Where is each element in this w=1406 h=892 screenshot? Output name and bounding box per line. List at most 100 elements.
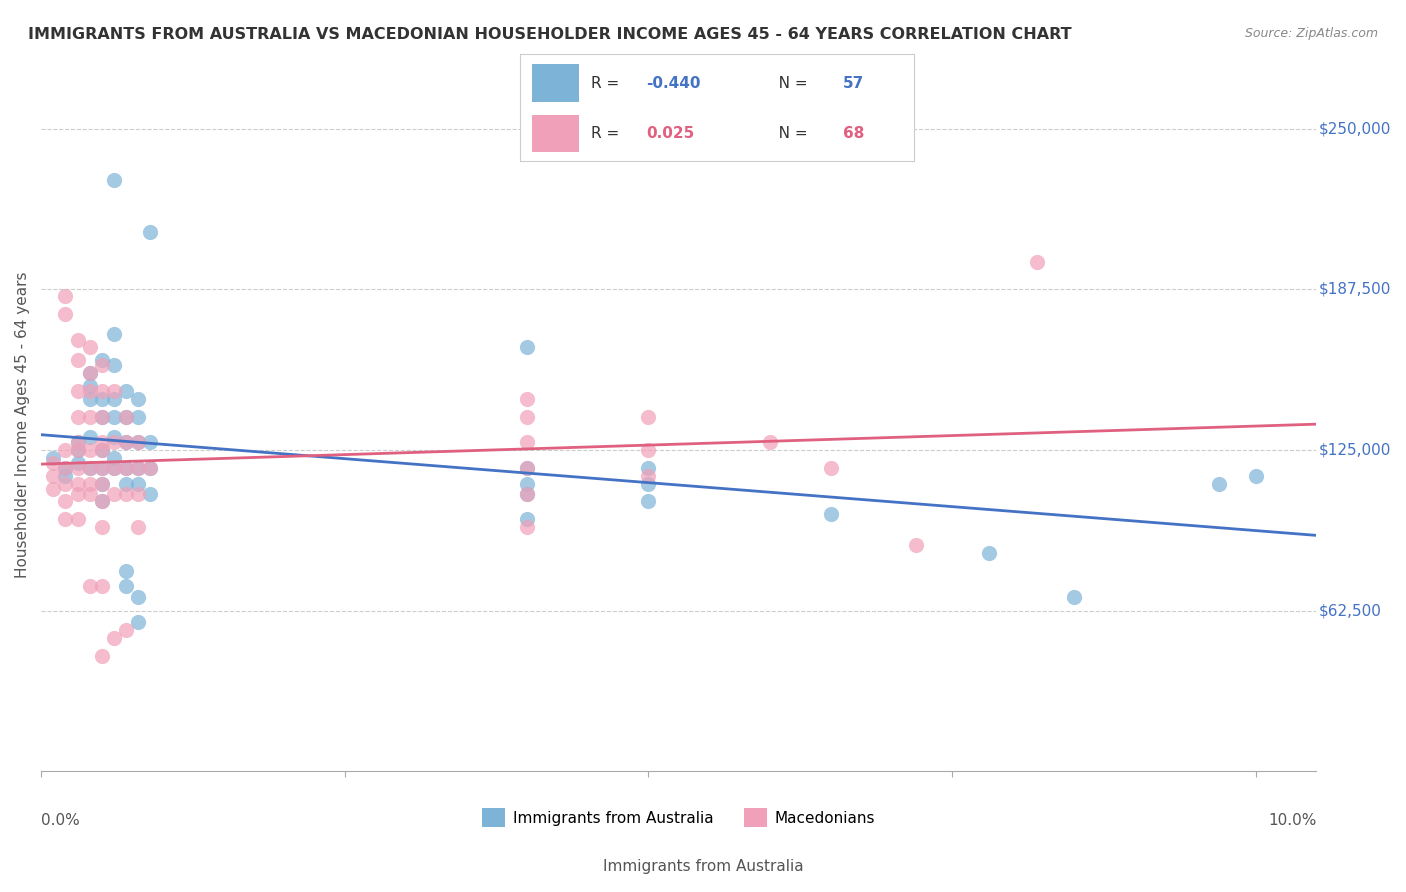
- Point: [66, 456, 89, 470]
- Point: [55, 443, 77, 458]
- Point: [55, 289, 77, 303]
- Point: [42, 450, 65, 465]
- Point: [90, 392, 112, 406]
- Point: [66, 512, 89, 526]
- Point: [820, 461, 842, 475]
- Text: 0.025: 0.025: [647, 127, 695, 141]
- Text: Source: ZipAtlas.com: Source: ZipAtlas.com: [1244, 27, 1378, 40]
- Point: [115, 461, 138, 475]
- Point: [516, 512, 538, 526]
- Point: [103, 173, 125, 187]
- Text: $250,000: $250,000: [1319, 121, 1392, 136]
- Point: [90, 409, 112, 424]
- Point: [90, 579, 112, 593]
- Point: [637, 461, 659, 475]
- Point: [115, 409, 138, 424]
- Point: [127, 461, 149, 475]
- Point: [1026, 255, 1049, 269]
- Point: [115, 564, 138, 578]
- Point: [516, 435, 538, 450]
- Point: [103, 392, 125, 406]
- Point: [103, 384, 125, 398]
- Point: [127, 487, 149, 501]
- Point: [42, 468, 65, 483]
- Point: [139, 225, 162, 239]
- Point: [127, 590, 149, 604]
- Point: [79, 409, 101, 424]
- Point: [516, 340, 538, 354]
- Point: [127, 476, 149, 491]
- Text: $125,000: $125,000: [1319, 442, 1392, 458]
- Y-axis label: Householder Income Ages 45 - 64 years: Householder Income Ages 45 - 64 years: [15, 271, 30, 578]
- Point: [127, 435, 149, 450]
- Point: [66, 487, 89, 501]
- Point: [90, 461, 112, 475]
- Point: [1208, 476, 1230, 491]
- Point: [820, 508, 842, 522]
- Point: [79, 379, 101, 393]
- Point: [637, 443, 659, 458]
- Point: [516, 461, 538, 475]
- Point: [516, 476, 538, 491]
- Point: [516, 487, 538, 501]
- Point: [127, 409, 149, 424]
- Point: [1063, 590, 1085, 604]
- Point: [79, 487, 101, 501]
- Point: [139, 461, 162, 475]
- Point: [55, 494, 77, 508]
- Text: 68: 68: [844, 127, 865, 141]
- Point: [103, 359, 125, 373]
- Point: [90, 435, 112, 450]
- Point: [103, 487, 125, 501]
- Point: [103, 450, 125, 465]
- Point: [115, 476, 138, 491]
- Point: [66, 476, 89, 491]
- Point: [42, 482, 65, 496]
- Point: [516, 392, 538, 406]
- Point: [90, 384, 112, 398]
- Point: [79, 384, 101, 398]
- Point: [637, 468, 659, 483]
- Point: [66, 353, 89, 368]
- Point: [637, 494, 659, 508]
- Point: [79, 461, 101, 475]
- Point: [115, 461, 138, 475]
- Point: [127, 435, 149, 450]
- Point: [127, 392, 149, 406]
- Text: R =: R =: [591, 127, 624, 141]
- Text: IMMIGRANTS FROM AUSTRALIA VS MACEDONIAN HOUSEHOLDER INCOME AGES 45 - 64 YEARS CO: IMMIGRANTS FROM AUSTRALIA VS MACEDONIAN …: [28, 27, 1071, 42]
- Point: [90, 494, 112, 508]
- Point: [66, 435, 89, 450]
- Point: [55, 512, 77, 526]
- Point: [66, 333, 89, 347]
- Point: [90, 359, 112, 373]
- Point: [90, 520, 112, 534]
- Point: [103, 461, 125, 475]
- Point: [139, 435, 162, 450]
- Point: [127, 615, 149, 630]
- Point: [115, 435, 138, 450]
- Point: [115, 487, 138, 501]
- Point: [55, 461, 77, 475]
- Point: [55, 468, 77, 483]
- Text: N =: N =: [765, 127, 813, 141]
- Point: [516, 409, 538, 424]
- Point: [55, 307, 77, 321]
- Point: [79, 366, 101, 380]
- Point: [516, 520, 538, 534]
- Text: R =: R =: [591, 76, 624, 91]
- Bar: [531, 64, 579, 102]
- Point: [42, 456, 65, 470]
- Point: [115, 409, 138, 424]
- Point: [103, 461, 125, 475]
- Point: [90, 443, 112, 458]
- Legend: Immigrants from Australia, Macedonians: Immigrants from Australia, Macedonians: [477, 802, 882, 833]
- Bar: [531, 114, 579, 152]
- Point: [103, 430, 125, 444]
- Point: [904, 538, 927, 552]
- Point: [139, 461, 162, 475]
- Point: [90, 476, 112, 491]
- Point: [79, 476, 101, 491]
- Text: Immigrants from Australia: Immigrants from Australia: [603, 859, 803, 874]
- Point: [115, 623, 138, 637]
